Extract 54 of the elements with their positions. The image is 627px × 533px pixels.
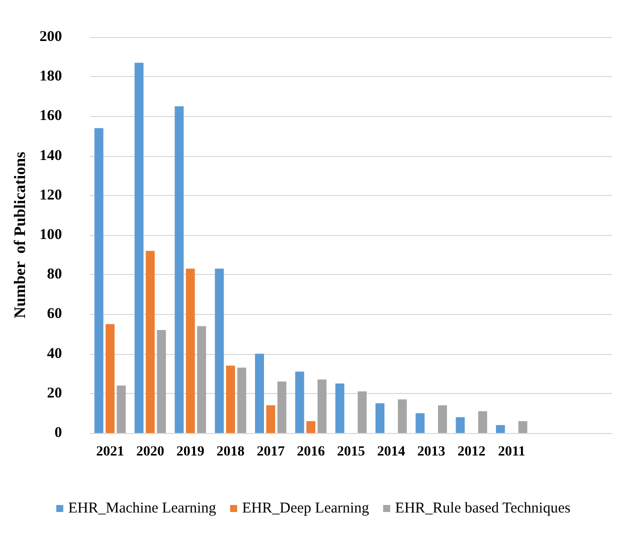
- x-tick-label: 2012: [457, 444, 486, 460]
- bar: [266, 405, 276, 433]
- bar: [197, 326, 206, 433]
- y-tick-label: 20: [47, 385, 62, 402]
- bar: [237, 368, 246, 433]
- y-axis-title: Number of Publications: [12, 152, 30, 318]
- x-tick-label: 2018: [216, 444, 245, 460]
- bar: [416, 413, 425, 433]
- bar: [174, 106, 184, 433]
- legend-label: EHR_Machine Learning: [68, 500, 217, 516]
- bar: [106, 324, 115, 433]
- x-tick-label: 2016: [296, 444, 325, 460]
- bar: [398, 399, 407, 433]
- bar: [295, 372, 304, 433]
- bar: [438, 405, 447, 433]
- y-tick-label: 0: [54, 425, 62, 441]
- bar: [134, 62, 144, 433]
- legend-label: EHR_Rule based Techniques: [395, 500, 571, 516]
- bar: [277, 382, 286, 433]
- bar: [226, 366, 236, 433]
- y-tick-label: 100: [40, 227, 62, 243]
- bar: [358, 391, 367, 433]
- legend-label: EHR_Deep Learning: [242, 500, 370, 516]
- bar: [456, 417, 465, 433]
- y-tick-label: 200: [40, 29, 62, 45]
- x-tick-label: 2013: [417, 444, 446, 460]
- x-tick-label: 2021: [96, 444, 124, 460]
- x-tick-label: 2014: [377, 444, 406, 460]
- x-tick-label: 2017: [256, 444, 285, 460]
- bar: [116, 385, 126, 433]
- bar: [318, 380, 327, 433]
- bar: [214, 268, 224, 433]
- bar: [518, 421, 528, 433]
- x-tick-label: 2015: [337, 444, 365, 460]
- bar: [146, 250, 155, 433]
- bar: [496, 425, 505, 433]
- bar: [335, 384, 344, 433]
- y-tick-label: 160: [40, 108, 62, 124]
- x-tick-label: 2020: [136, 444, 164, 460]
- y-tick-label: 80: [47, 266, 62, 283]
- bar: [156, 330, 166, 433]
- bar: [186, 268, 195, 433]
- y-tick-label: 120: [40, 187, 62, 204]
- x-tick-label: 2011: [498, 444, 526, 460]
- x-tick-label: 2019: [176, 444, 204, 460]
- y-tick-label: 40: [47, 346, 62, 362]
- bar: [375, 403, 384, 433]
- bar: [94, 128, 104, 433]
- bar: [255, 354, 264, 433]
- y-tick-label: 140: [40, 148, 62, 164]
- y-tick-label: 60: [47, 306, 62, 322]
- bar: [306, 421, 316, 433]
- y-tick-label: 180: [40, 68, 62, 85]
- bar: [478, 411, 488, 433]
